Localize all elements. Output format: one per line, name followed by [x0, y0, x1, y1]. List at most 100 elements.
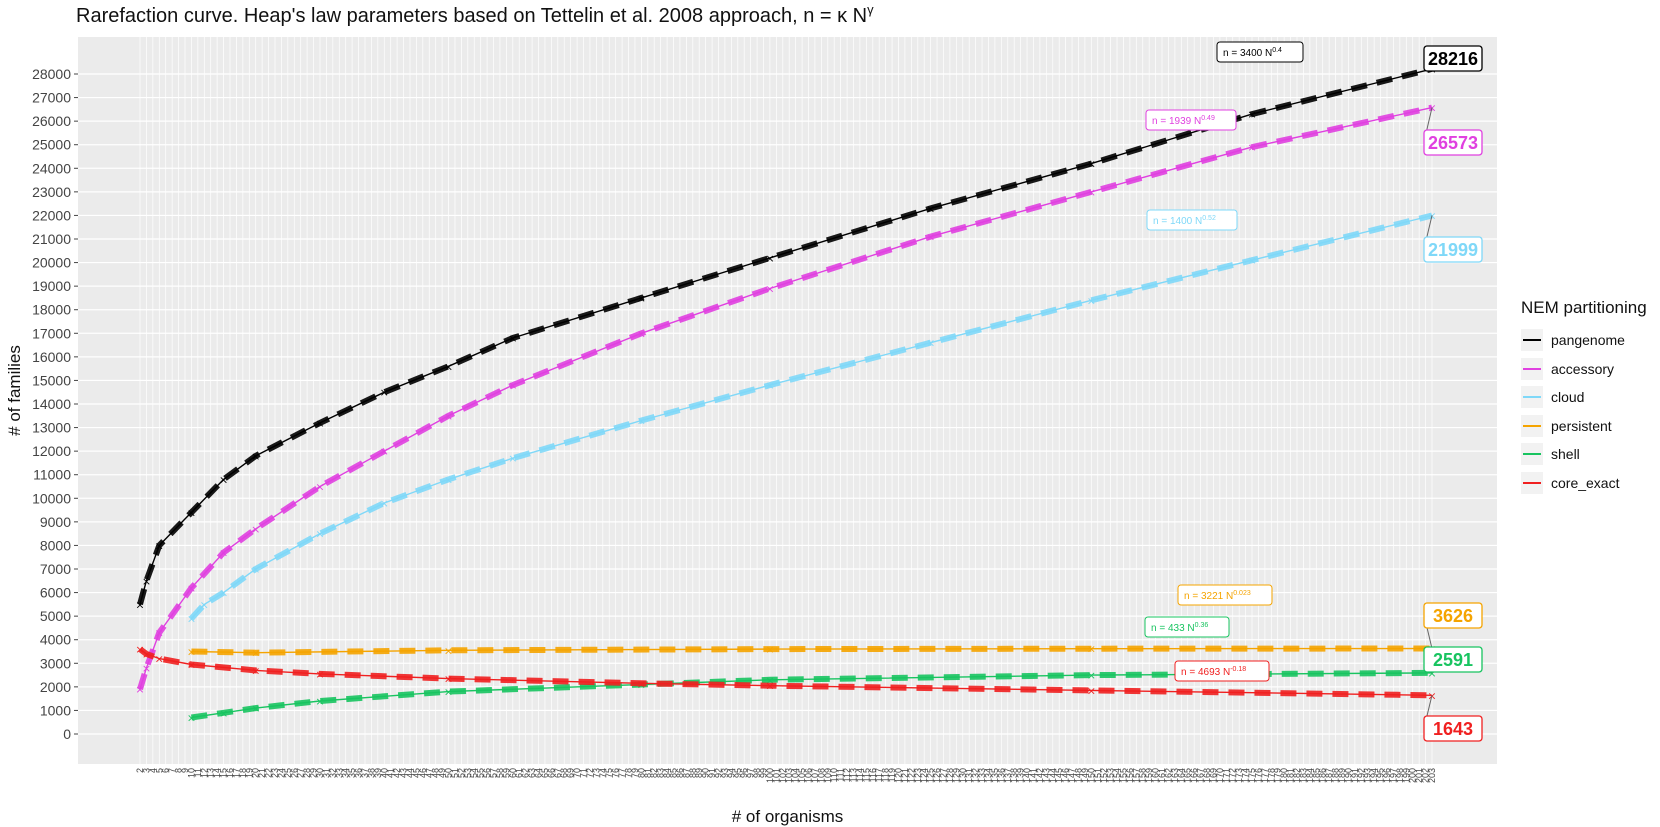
plot-panel — [78, 37, 1497, 764]
fit-label-cloud: n = 1400 N0.52 — [1153, 215, 1216, 227]
final-value-box-persistent — [1423, 602, 1483, 629]
y-tick-label: 10000 — [32, 490, 71, 506]
data-point-shell: × — [251, 702, 260, 715]
x-tick-label: 86 — [675, 768, 685, 778]
x-tick-label: 170 — [1215, 768, 1225, 783]
y-tick-label: 9000 — [40, 514, 71, 530]
fit-label-box-persistent — [1177, 584, 1273, 606]
y-tick-label: 17000 — [32, 325, 71, 341]
x-tick-label: 183 — [1298, 768, 1308, 783]
x-tick-label: 143 — [1041, 768, 1051, 783]
x-tick-label: 13 — [206, 768, 216, 778]
y-tick-label: 20000 — [32, 255, 71, 271]
x-tick-label: 82 — [649, 768, 659, 778]
legend-key-persistent — [1521, 414, 1543, 437]
data-point-core_exact: × — [444, 673, 453, 686]
x-tick-label: 87 — [681, 768, 691, 778]
x-tick-label: 156 — [1125, 768, 1135, 783]
data-point-accessory: × — [142, 662, 151, 675]
x-tick-label: 131 — [964, 768, 974, 783]
data-point-accessory: × — [1087, 186, 1096, 199]
x-tick-label: 107 — [810, 768, 820, 783]
x-tick-label: 90 — [701, 768, 711, 778]
data-point-persistent: × — [444, 644, 453, 657]
data-point-cloud: × — [1087, 294, 1096, 307]
legend-item-persistent: persistent — [1521, 412, 1656, 441]
legend-item-core-exact: core_exact — [1521, 469, 1656, 498]
y-tick-label: 24000 — [32, 160, 71, 176]
x-tick-label: 84 — [662, 768, 672, 778]
x-tick-label: 89 — [694, 768, 704, 778]
data-point-pangenome: × — [1087, 158, 1096, 171]
x-tick-label: 102 — [778, 768, 788, 783]
data-point-pangenome: × — [315, 417, 324, 430]
x-tick-label: 3 — [141, 768, 151, 773]
x-tick-label: 121 — [900, 768, 910, 783]
legend-label: persistent — [1551, 417, 1612, 434]
x-tick-label: 35 — [347, 768, 357, 778]
fit-label-box-pangenome — [1216, 41, 1304, 63]
data-point-pangenome: × — [1247, 108, 1256, 121]
data-point-accessory: × — [315, 481, 324, 494]
x-tick-label: 116 — [868, 768, 878, 782]
x-tick-label: 15 — [219, 768, 229, 778]
x-tick-label: 157 — [1131, 768, 1141, 783]
data-point-core_exact: × — [1087, 684, 1096, 697]
x-tick-label: 123 — [913, 768, 923, 783]
y-tick-label: 6000 — [40, 585, 71, 601]
x-tick-label: 81 — [643, 768, 653, 778]
x-tick-label: 128 — [945, 768, 955, 783]
legend-key-core-exact — [1521, 471, 1543, 494]
data-point-pangenome: × — [380, 386, 389, 399]
x-tick-label: 72 — [585, 768, 595, 778]
x-tick-label: 73 — [591, 768, 601, 778]
x-tick-label: 114 — [855, 768, 865, 782]
data-point-cloud: × — [637, 415, 646, 428]
y-tick-label: 13000 — [32, 420, 71, 436]
legend-key-accessory — [1521, 357, 1543, 380]
x-tick-label: 33 — [334, 768, 344, 778]
y-tick-label: 1000 — [40, 702, 71, 718]
x-tick-label: 99 — [759, 768, 769, 778]
x-tick-label: 203 — [1427, 768, 1437, 783]
data-point-persistent: × — [251, 647, 260, 660]
x-tick-label: 108 — [816, 768, 826, 783]
y-tick-label: 16000 — [32, 349, 71, 365]
x-tick-label: 85 — [669, 768, 679, 778]
legend: NEM partitioning pangenome accessory clo… — [1521, 298, 1656, 497]
chart-title: Rarefaction curve. Heap's law parameters… — [76, 2, 874, 27]
x-tick-label: 44 — [405, 768, 415, 778]
x-tick-label: 130 — [958, 768, 968, 783]
x-tick-label: 126 — [932, 768, 942, 783]
data-point-pangenome: × — [637, 292, 646, 305]
y-tick-label: 4000 — [40, 632, 71, 648]
final-value-core_exact: 1643 — [1433, 719, 1473, 739]
x-tick-label: 22 — [264, 768, 274, 778]
data-point-accessory: × — [765, 283, 774, 296]
x-tick-label: 88 — [688, 768, 698, 778]
data-point-pangenome: × — [135, 598, 144, 611]
x-tick-label: 149 — [1080, 768, 1090, 783]
x-tick-label: 197 — [1388, 768, 1398, 783]
series-line-pangenome — [139, 68, 1433, 605]
final-value-pangenome: 28216 — [1428, 49, 1478, 69]
x-tick-label: 188 — [1331, 768, 1341, 783]
x-tick-label: 141 — [1028, 768, 1038, 783]
y-tick-label: 22000 — [32, 207, 71, 223]
final-value-box-shell — [1423, 646, 1483, 673]
x-tick-label: 18 — [238, 768, 248, 778]
data-point-core_exact: × — [251, 664, 260, 677]
legend-item-pangenome: pangenome — [1521, 326, 1656, 355]
x-tick-label: 201 — [1414, 768, 1424, 783]
legend-item-cloud: cloud — [1521, 383, 1656, 412]
data-point-cloud: × — [1247, 254, 1256, 267]
x-tick-label: 61 — [514, 768, 524, 778]
x-tick-label: 20 — [251, 768, 261, 778]
x-tick-label: 173 — [1234, 768, 1244, 783]
x-tick-label: 139 — [1016, 768, 1026, 783]
x-tick-label: 91 — [707, 768, 717, 778]
x-axis-label: # of organisms — [732, 807, 844, 826]
x-tick-label: 177 — [1260, 768, 1270, 783]
x-tick-label: 96 — [739, 768, 749, 778]
x-tick-label: 7 — [167, 768, 177, 773]
